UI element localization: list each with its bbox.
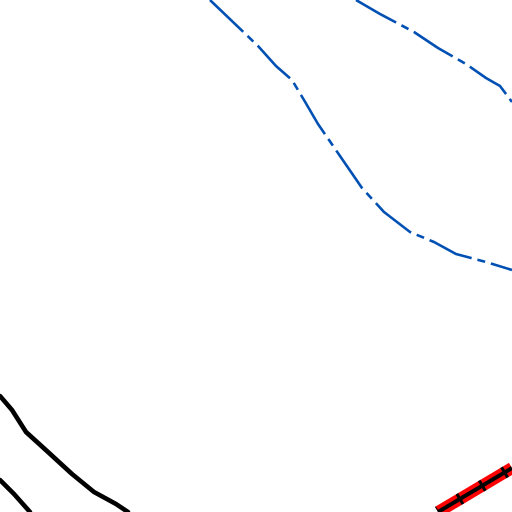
road-inner [0, 477, 33, 512]
boundary-lower-segment [209, 0, 512, 272]
railway-line [434, 462, 512, 512]
boundary-line [209, 0, 512, 272]
road-outer [0, 393, 131, 512]
railway-track [436, 466, 512, 512]
roads [0, 393, 131, 512]
boundary-upper-segment [355, 0, 512, 103]
